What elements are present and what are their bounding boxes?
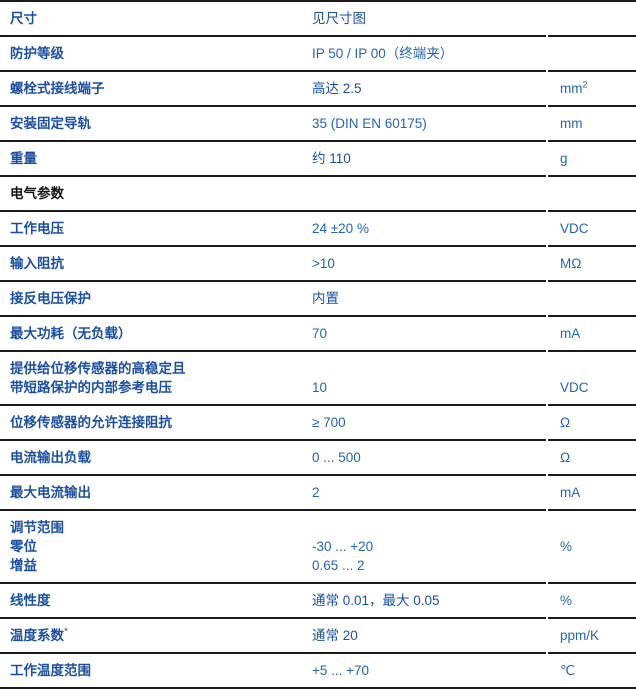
- row-label-adjustment-range: 调节范围 零位 增益: [10, 520, 64, 573]
- table-rule: [0, 617, 636, 619]
- row-label-operating-voltage: 工作电压: [10, 221, 64, 236]
- footnote-marker: *: [64, 626, 68, 638]
- table-rule: [0, 350, 636, 352]
- row-value-dimensions: 见尺寸图: [312, 11, 366, 26]
- row-value-max-current-output: 2: [312, 485, 320, 500]
- row-unit-protection-class: [553, 37, 636, 51]
- table-rule: [0, 652, 636, 654]
- row-value-temperature-coefficient: 通常 20: [312, 628, 358, 643]
- table-row: 防护等级 IP 50 / IP 00（终端夹）: [0, 37, 636, 70]
- row-value-weight: 约 110: [312, 151, 351, 166]
- row-unit-operating-temperature-range: ℃: [560, 663, 576, 678]
- row-value-allowed-connection-impedance: ≥ 700: [312, 415, 346, 430]
- row-value-mounting-rail: 35 (DIN EN 60175): [312, 116, 427, 131]
- row-unit-screw-terminals: mm2: [560, 79, 588, 96]
- table-row: 螺栓式接线端子 高达 2.5 mm2: [0, 72, 636, 105]
- row-unit-weight: g: [560, 151, 568, 166]
- table-row: 电流输出负载 0 ... 500 Ω: [0, 441, 636, 474]
- row-unit-operating-voltage: VDC: [560, 221, 589, 236]
- row-label-input-impedance: 输入阻抗: [10, 256, 64, 271]
- table-row: 接反电压保护 内置: [0, 282, 636, 315]
- row-value-adjustment-range: -30 ... +20 0.65 ... 2: [312, 539, 374, 573]
- row-value-operating-temperature-range: +5 ... +70: [312, 663, 370, 678]
- table-rule: [0, 509, 636, 511]
- row-value-input-impedance: >10: [312, 256, 335, 271]
- table-row: 尺寸 见尺寸图: [0, 2, 636, 35]
- table-row: 位移传感器的允许连接阻抗 ≥ 700 Ω: [0, 406, 636, 439]
- row-value-linearity: 通常 0.01，最大 0.05: [312, 593, 440, 608]
- row-label-max-power-consumption: 最大功耗（无负载）: [10, 326, 132, 341]
- table-rule: [0, 280, 636, 282]
- row-value-current-output-load: 0 ... 500: [312, 450, 361, 465]
- table-row: 安装固定导轨 35 (DIN EN 60175) mm: [0, 107, 636, 140]
- row-unit-linearity: %: [560, 593, 573, 608]
- table-rule: [0, 0, 636, 2]
- table-row: 线性度 通常 0.01，最大 0.05%: [0, 584, 636, 617]
- table-rule: [0, 439, 636, 441]
- row-value-internal-reference-voltage: 10: [312, 380, 328, 395]
- row-value-electrical-parameters: [311, 177, 553, 191]
- row-label-temperature-coefficient: 温度系数*: [10, 626, 68, 643]
- section-header-row: 电气参数: [0, 177, 636, 210]
- table-rule: [0, 35, 636, 37]
- row-label-operating-temperature-range: 工作温度范围: [10, 663, 91, 678]
- row-unit-input-impedance: MΩ: [560, 256, 582, 271]
- row-unit-dimensions: [553, 2, 636, 16]
- table-rule: [0, 245, 636, 247]
- row-value-protection-class: IP 50 / IP 00（终端夹）: [312, 46, 454, 61]
- unit-exponent: 2: [582, 79, 588, 90]
- row-unit-electrical-parameters: [553, 177, 636, 191]
- row-label-weight: 重量: [10, 151, 37, 166]
- row-value-screw-terminals: 高达 2.5: [312, 81, 362, 96]
- row-unit-current-output-load: Ω: [560, 450, 571, 465]
- row-unit-allowed-connection-impedance: Ω: [560, 415, 571, 430]
- row-label-mounting-rail: 安装固定导轨: [10, 116, 91, 131]
- row-unit-reverse-polarity-protection: [553, 282, 636, 296]
- table-rule: [0, 140, 636, 142]
- row-unit-max-power-consumption: mA: [560, 326, 581, 341]
- row-value-reverse-polarity-protection: 内置: [312, 291, 339, 306]
- table-row: 重量 约 110 g: [0, 142, 636, 175]
- table-rule: [0, 582, 636, 584]
- table-rule: [0, 474, 636, 476]
- table-row: 提供给位移传感器的高稳定且 带短路保护的内部参考电压 10 VDC: [0, 352, 636, 404]
- table-row: 输入阻抗 >10 MΩ: [0, 247, 636, 280]
- row-unit-max-current-output: mA: [560, 485, 581, 500]
- row-label-current-output-load: 电流输出负载: [10, 450, 91, 465]
- row-label-reverse-polarity-protection: 接反电压保护: [10, 291, 91, 306]
- table-row: 最大电流输出 2 mA: [0, 476, 636, 509]
- table-row: 最大功耗（无负载） 70 mA: [0, 317, 636, 350]
- row-unit-temperature-coefficient: ppm/K: [560, 628, 600, 643]
- table-rule: [0, 210, 636, 212]
- row-label-linearity: 线性度: [10, 593, 51, 608]
- row-label-screw-terminals: 螺栓式接线端子: [10, 81, 105, 96]
- table-rule: [0, 70, 636, 72]
- table-rule: [0, 315, 636, 317]
- row-label-max-current-output: 最大电流输出: [10, 485, 91, 500]
- table-row: 工作温度范围 +5 ... +70 ℃: [0, 654, 636, 687]
- table-rule: [0, 404, 636, 406]
- row-label-protection-class: 防护等级: [10, 46, 64, 61]
- row-unit-adjustment-range: %: [560, 539, 573, 554]
- table-row: 工作电压 24 ±20 % VDC: [0, 212, 636, 245]
- table-row: 温度系数* 通常 20 ppm/K: [0, 619, 636, 652]
- table-rule: [0, 105, 636, 107]
- row-value-max-power-consumption: 70: [312, 326, 328, 341]
- row-label-internal-reference-voltage: 提供给位移传感器的高稳定且 带短路保护的内部参考电压: [10, 361, 186, 395]
- row-value-operating-voltage: 24 ±20 %: [312, 221, 369, 236]
- table-row: 调节范围 零位 增益 -30 ... +20 0.65 ... 2%: [0, 511, 636, 582]
- row-unit-mounting-rail: mm: [560, 116, 583, 131]
- row-unit-internal-reference-voltage: VDC: [560, 380, 589, 395]
- row-label-allowed-connection-impedance: 位移传感器的允许连接阻抗: [10, 415, 172, 430]
- row-label-dimensions: 尺寸: [10, 11, 37, 26]
- row-label-electrical-parameters: 电气参数: [10, 186, 64, 201]
- table-rule: [0, 175, 636, 177]
